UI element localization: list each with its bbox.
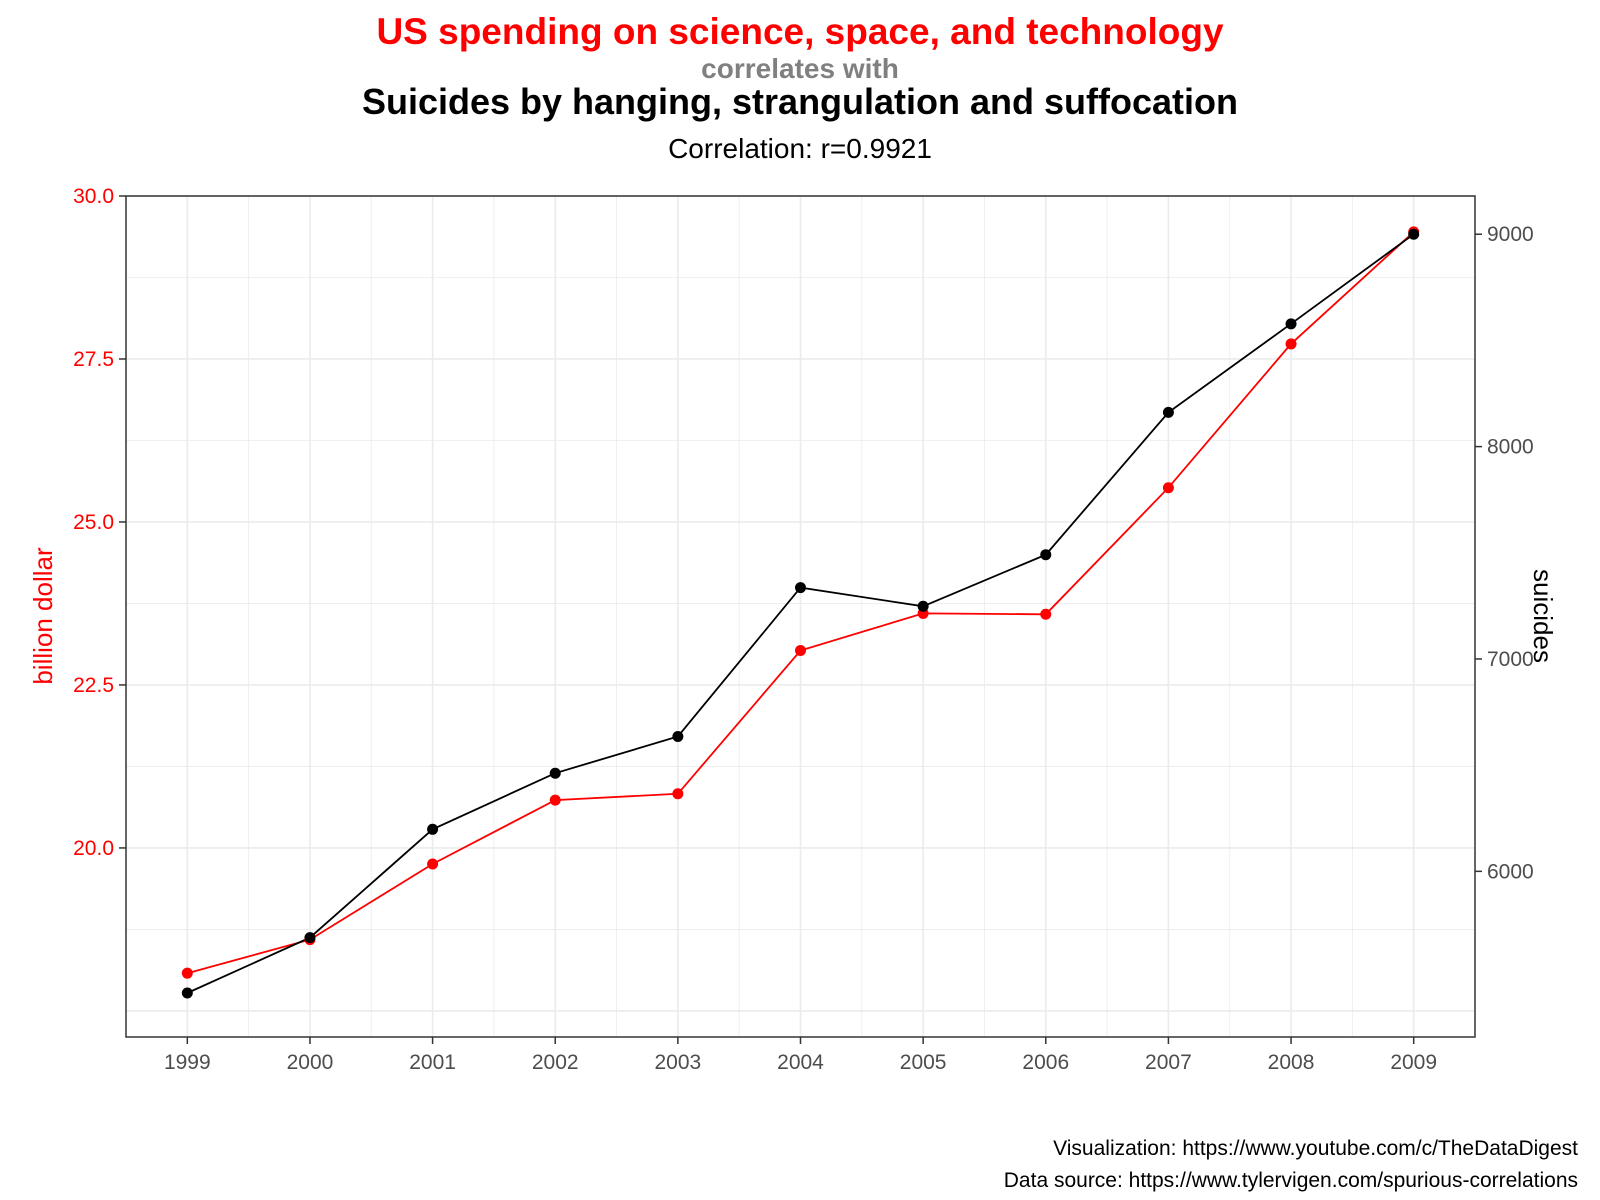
data-point-right [304, 932, 316, 944]
chart-title: US spending on science, space, and techn… [376, 11, 1224, 52]
data-point-right [549, 767, 561, 779]
y-left-tick-label: 27.5 [73, 348, 114, 371]
caption-visualization: Visualization: https://www.youtube.com/c… [1053, 1137, 1578, 1160]
x-tick-label: 2008 [1268, 1051, 1315, 1074]
data-point-right [672, 730, 684, 742]
data-point-left [672, 788, 684, 800]
data-point-left [1040, 608, 1052, 620]
data-point-right [1408, 228, 1420, 240]
x-tick-label: 2004 [777, 1051, 824, 1074]
data-point-right [181, 987, 193, 999]
grid [126, 195, 1475, 1037]
x-tick-label: 2000 [287, 1051, 334, 1074]
data-point-right [795, 582, 806, 594]
y-left-tick-label: 25.0 [73, 511, 114, 534]
x-tick-label: 2009 [1390, 1051, 1437, 1074]
data-point-left [1285, 338, 1297, 350]
data-point-left [795, 644, 806, 656]
chart-title-2: Suicides by hanging, strangulation and s… [362, 81, 1238, 122]
chart-connector: correlates with [701, 53, 899, 84]
data-point-left [549, 794, 561, 806]
x-tick-label: 1999 [164, 1051, 211, 1074]
data-point-right [427, 823, 439, 835]
data-point-left [1162, 482, 1174, 494]
caption-data-source: Data source: https://www.tylervigen.com/… [1004, 1169, 1578, 1192]
x-tick-label: 2002 [532, 1051, 579, 1074]
y-right-tick-label: 7000 [1487, 648, 1534, 671]
y-right-tick-label: 8000 [1487, 436, 1534, 459]
x-tick-label: 2003 [655, 1051, 702, 1074]
x-tick-label: 2007 [1145, 1051, 1192, 1074]
y-axis-left-title: billion dollar [28, 547, 58, 685]
data-point-left [181, 967, 193, 979]
y-right-tick-label: 9000 [1487, 223, 1534, 246]
chart-subtitle: Correlation: r=0.9921 [668, 133, 932, 164]
y-left-tick-label: 30.0 [73, 185, 114, 208]
x-tick-label: 2005 [900, 1051, 947, 1074]
data-point-right [1285, 318, 1297, 330]
x-tick-label: 2006 [1022, 1051, 1069, 1074]
series-points [181, 226, 1420, 999]
y-right-tick-label: 6000 [1487, 860, 1534, 883]
data-point-right [1162, 406, 1174, 418]
axes: 1999 2000 2001 2002 2003 2004 2005 2006 2007 2008… [73, 185, 1534, 1074]
data-point-right [1040, 549, 1052, 561]
y-left-tick-label: 22.5 [73, 674, 114, 697]
y-left-tick-label: 20.0 [73, 837, 114, 860]
data-point-left [427, 858, 439, 870]
y-axis-right-title: suicides [1528, 569, 1558, 663]
data-point-right [917, 600, 929, 612]
x-tick-label: 2001 [409, 1051, 456, 1074]
